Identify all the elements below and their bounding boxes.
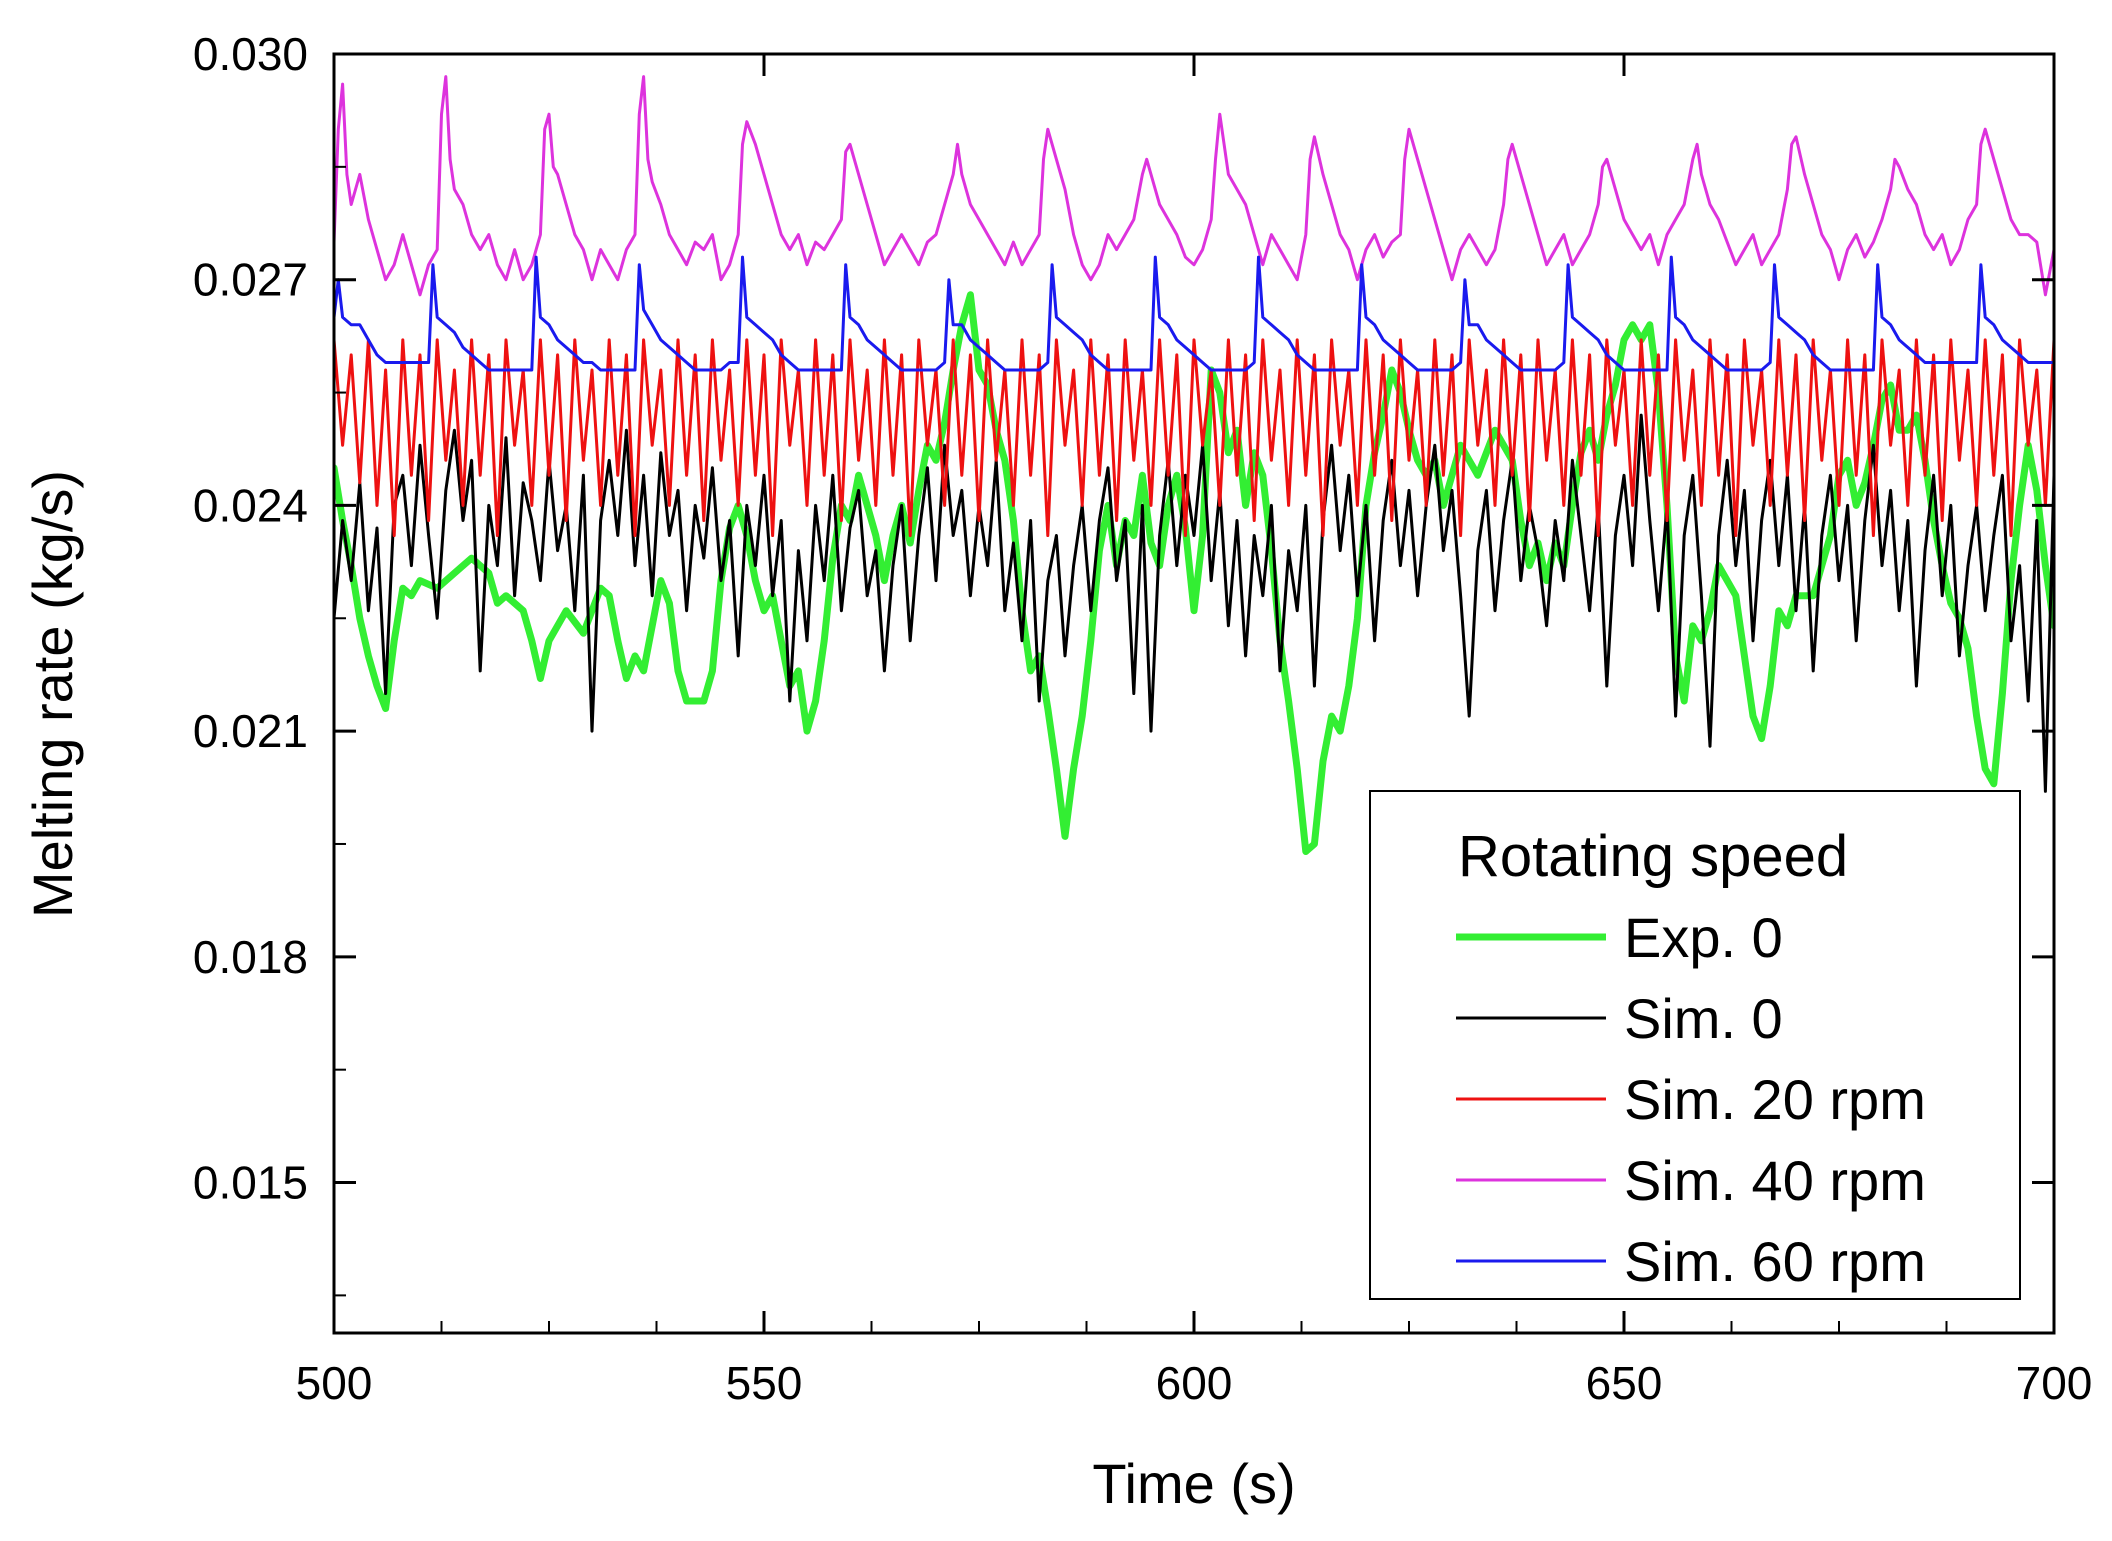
legend-label-1: Sim. 0 — [1624, 987, 1783, 1050]
series-group — [334, 75, 2054, 855]
y-tick-label: 0.027 — [193, 254, 308, 306]
legend-box — [1369, 790, 2021, 1300]
legend: Rotating speed Exp. 0 Sim. 0 Sim. 20 rpm Si… — [1369, 790, 2021, 1300]
legend-label-3: Sim. 40 rpm — [1624, 1149, 1926, 1212]
y-tick-label: 0.024 — [193, 479, 308, 531]
axis-ticks: 500 550 600 650 700 0.015 0.018 0.021 0.024 0.027… — [193, 28, 2093, 1409]
legend-label-0: Exp. 0 — [1624, 906, 1783, 969]
x-tick-label: 550 — [726, 1357, 803, 1409]
x-tick-label: 500 — [296, 1357, 373, 1409]
legend-title: Rotating speed — [1458, 824, 1848, 889]
x-axis-title: Time (s) — [1092, 1452, 1295, 1515]
series-line-3 — [334, 75, 2054, 297]
legend-entries: Exp. 0 Sim. 0 Sim. 20 rpm Sim. 40 rpm Sim. 6… — [1456, 906, 1926, 1293]
y-tick-label: 0.018 — [193, 931, 308, 983]
y-axis-title: Melting rate (kg/s) — [21, 470, 84, 918]
x-tick-label: 600 — [1156, 1357, 1233, 1409]
x-tick-label: 700 — [2016, 1357, 2093, 1409]
series-line-4 — [334, 255, 2054, 372]
series-line-0 — [334, 291, 2054, 855]
series-line-2 — [334, 338, 2054, 537]
x-tick-label: 650 — [1586, 1357, 1663, 1409]
legend-label-2: Sim. 20 rpm — [1624, 1068, 1926, 1131]
y-tick-label: 0.021 — [193, 705, 308, 757]
legend-label-4: Sim. 60 rpm — [1624, 1230, 1926, 1293]
y-tick-label: 0.015 — [193, 1157, 308, 1209]
y-tick-label: 0.030 — [193, 28, 308, 80]
